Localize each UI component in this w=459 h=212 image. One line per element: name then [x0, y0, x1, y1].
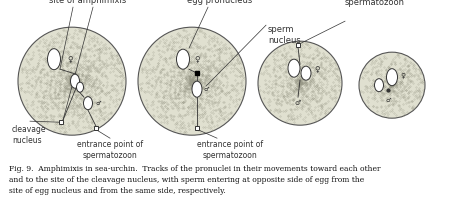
Ellipse shape — [386, 69, 397, 86]
Text: ♀: ♀ — [314, 65, 319, 74]
Bar — [296, 43, 300, 47]
Text: ♂: ♂ — [96, 101, 101, 106]
Text: ♂: ♂ — [385, 98, 391, 103]
Ellipse shape — [47, 49, 61, 70]
Circle shape — [258, 41, 342, 125]
Ellipse shape — [84, 97, 93, 110]
Text: egg pronucleus: egg pronucleus — [187, 0, 252, 5]
Text: site of amphimixis: site of amphimixis — [50, 0, 127, 5]
Text: ♂: ♂ — [204, 87, 210, 92]
Ellipse shape — [375, 79, 384, 92]
Text: entrance point of
spermatozoon: entrance point of spermatozoon — [339, 0, 411, 7]
Bar — [94, 126, 98, 130]
Ellipse shape — [301, 66, 311, 80]
Text: sperm
nucleus: sperm nucleus — [268, 25, 301, 45]
Text: ♀: ♀ — [194, 55, 200, 64]
Text: cleavage
nucleus: cleavage nucleus — [12, 125, 46, 145]
Text: ♀: ♀ — [67, 55, 73, 64]
Text: entrance point of
spermatozoon: entrance point of spermatozoon — [197, 140, 263, 160]
Ellipse shape — [71, 74, 79, 88]
Text: ♀: ♀ — [400, 72, 405, 78]
Circle shape — [18, 27, 126, 135]
Circle shape — [359, 52, 425, 118]
Ellipse shape — [177, 49, 190, 69]
Text: Fig. 9.  Amphimixis in sea-urchin.  Tracks of the pronuclei in their movements t: Fig. 9. Amphimixis in sea-urchin. Tracks… — [9, 165, 381, 195]
Text: entrance point of
spermatozoon: entrance point of spermatozoon — [77, 140, 143, 160]
Circle shape — [138, 27, 246, 135]
Ellipse shape — [288, 59, 300, 77]
Ellipse shape — [192, 81, 202, 97]
Text: ♂: ♂ — [295, 100, 301, 106]
Bar — [195, 126, 199, 130]
Bar — [59, 120, 63, 124]
Ellipse shape — [77, 82, 84, 92]
